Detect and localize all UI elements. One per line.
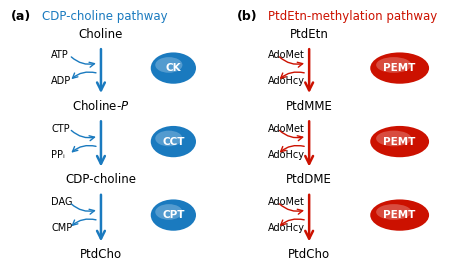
Ellipse shape [370,126,429,157]
Text: AdoMet: AdoMet [268,197,305,207]
Text: PEMT: PEMT [383,137,416,147]
Text: PtdDME: PtdDME [286,173,332,186]
Text: PtdMME: PtdMME [286,100,333,113]
Text: CTP: CTP [51,123,70,134]
Ellipse shape [151,199,196,231]
Text: CPT: CPT [162,210,184,220]
Ellipse shape [376,204,411,220]
Text: AdoMet: AdoMet [268,123,305,134]
Text: PPᵢ: PPᵢ [51,150,65,160]
Text: CCT: CCT [162,137,184,147]
Ellipse shape [155,204,182,220]
Text: PEMT: PEMT [383,63,416,73]
Text: AdoMet: AdoMet [268,50,305,60]
Text: (b): (b) [237,10,257,23]
Text: CDP-choline: CDP-choline [65,173,137,186]
Ellipse shape [151,126,196,157]
Text: PtdCho: PtdCho [288,248,330,261]
Text: AdoHcy: AdoHcy [268,223,305,233]
Text: PtdEtn: PtdEtn [290,28,328,40]
Text: DAG: DAG [51,197,73,207]
Ellipse shape [155,57,182,73]
Text: AdoHcy: AdoHcy [268,150,305,160]
Text: CK: CK [165,63,181,73]
Text: Choline: Choline [79,28,123,40]
Text: CMP: CMP [51,223,73,233]
Ellipse shape [376,57,411,73]
Ellipse shape [370,199,429,231]
Ellipse shape [151,53,196,84]
Text: ADP: ADP [51,76,72,86]
Text: PtdCho: PtdCho [80,248,122,261]
Ellipse shape [370,53,429,84]
Text: CDP-choline pathway: CDP-choline pathway [42,10,168,23]
Text: ATP: ATP [51,50,69,60]
Text: Choline-$\mathit{P}$: Choline-$\mathit{P}$ [72,99,129,113]
Ellipse shape [155,131,182,146]
Text: AdoHcy: AdoHcy [268,76,305,86]
Text: PtdEtn-methylation pathway: PtdEtn-methylation pathway [268,10,438,23]
Text: (a): (a) [10,10,31,23]
Text: PEMT: PEMT [383,210,416,220]
Ellipse shape [376,131,411,146]
